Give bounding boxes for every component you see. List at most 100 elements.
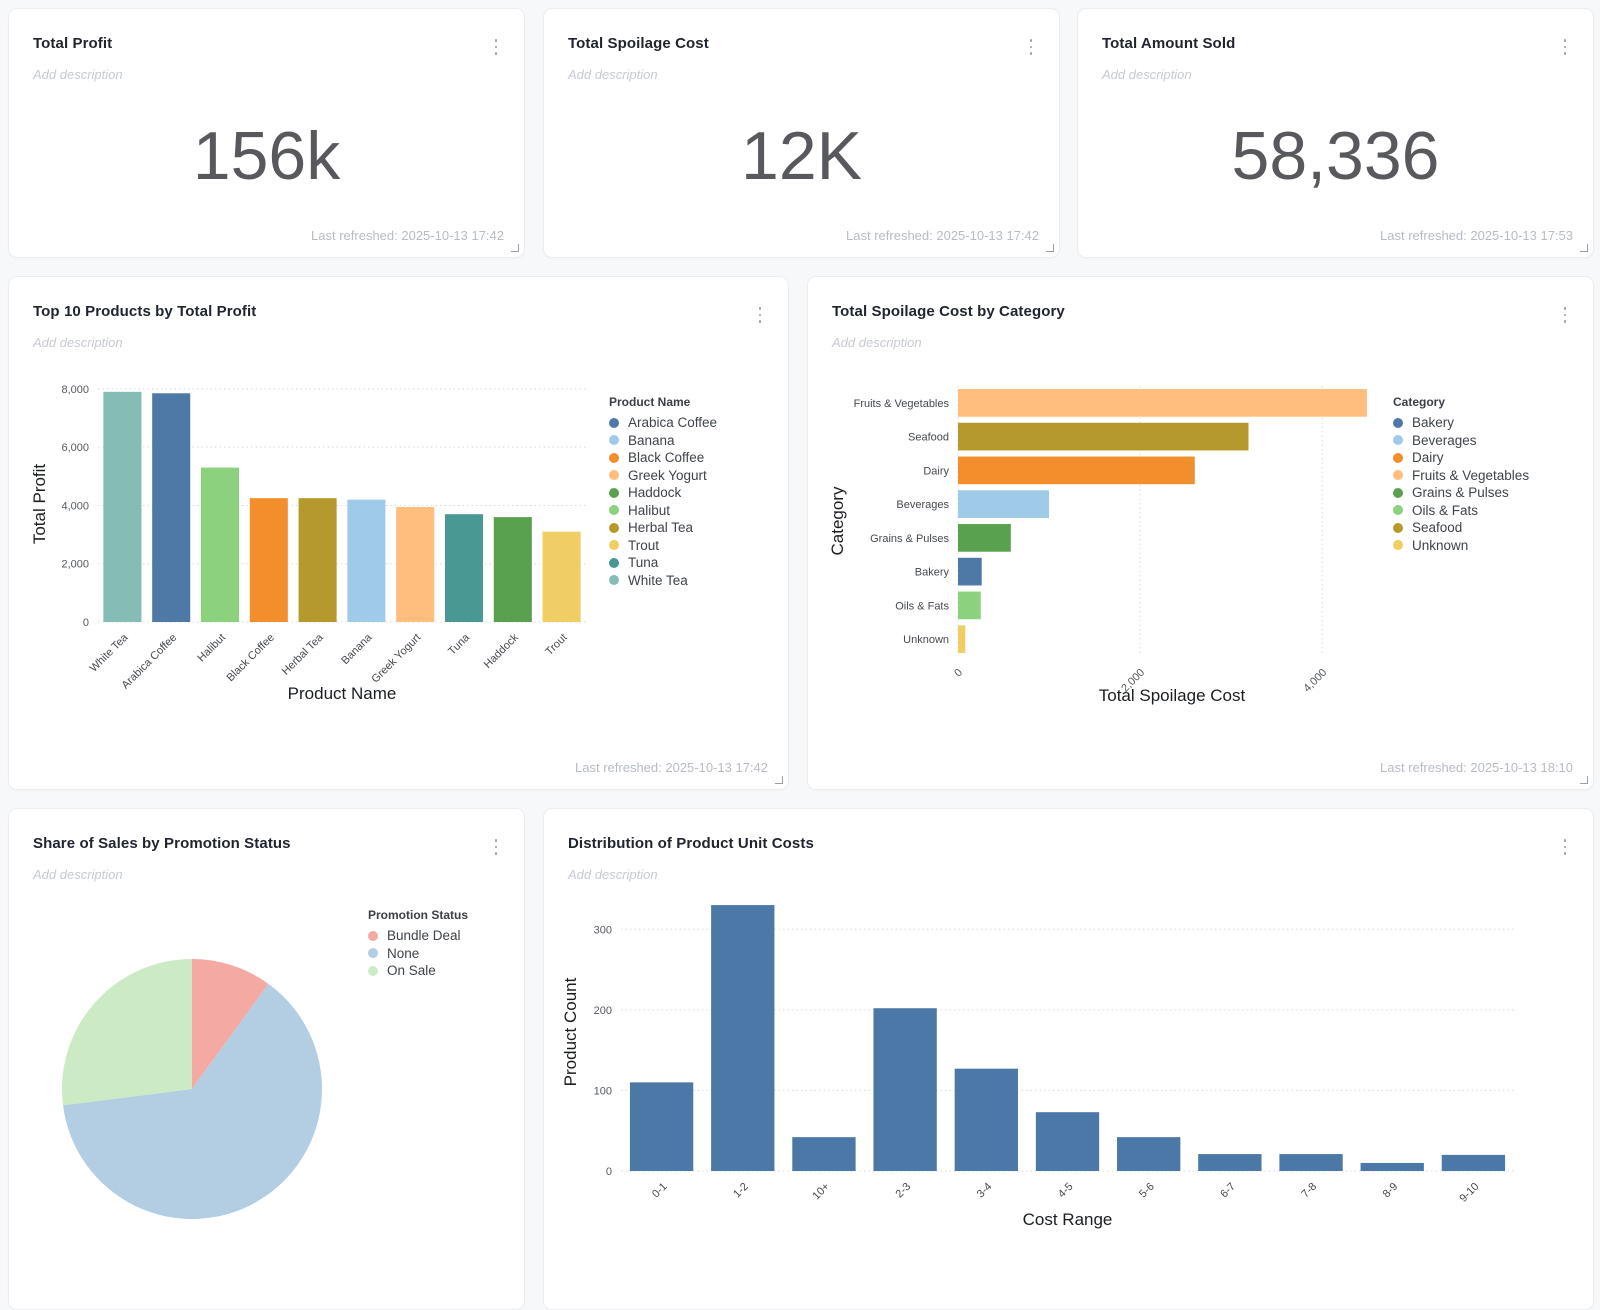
card-title: Total Spoilage Cost [568,35,709,52]
legend-item-haddock[interactable]: Haddock [609,484,717,502]
bar-greek-yogurt[interactable] [396,506,435,622]
resize-handle-icon[interactable] [1580,244,1588,252]
pie-slice-on-sale[interactable] [62,959,192,1106]
bar-grains-pulses[interactable] [958,524,1011,552]
legend-dot-icon [1393,505,1403,516]
description-placeholder[interactable]: Add description [1102,67,1192,82]
kebab-menu-icon[interactable] [1559,39,1571,55]
bar-halibut[interactable] [200,467,240,622]
kebab-menu-icon[interactable] [1559,839,1571,855]
bar-white-tea[interactable] [103,391,142,622]
bar-9-10[interactable] [1441,1154,1506,1171]
bar-oils-fats[interactable] [958,591,981,620]
legend-dot-icon [609,522,619,533]
description-placeholder[interactable]: Add description [33,67,123,82]
legend-item-arabica-coffee[interactable]: Arabica Coffee [609,414,717,432]
resize-handle-icon[interactable] [775,776,783,784]
bar-1-2[interactable] [711,905,775,1171]
legend-item-grains-pulses[interactable]: Grains & Pulses [1393,484,1529,502]
description-placeholder[interactable]: Add description [33,867,123,882]
pie-slice-none[interactable] [63,983,323,1220]
resize-handle-icon[interactable] [1580,776,1588,784]
bar-black-coffee[interactable] [249,498,288,622]
kebab-menu-icon[interactable] [1025,39,1037,55]
legend-item-on-sale[interactable]: On Sale [368,962,468,980]
bar-fruits-vegetables[interactable] [958,389,1367,417]
bar-banana[interactable] [347,499,386,622]
kpi-value: 156k [192,118,341,194]
legend-item-greek-yogurt[interactable]: Greek Yogurt [609,467,717,485]
legend-item-seafood[interactable]: Seafood [1393,519,1529,537]
x-category-label: 5-6 [1137,1181,1157,1201]
legend-item-fruits-vegetables[interactable]: Fruits & Vegetables [1393,467,1529,485]
legend-item-black-coffee[interactable]: Black Coffee [609,449,717,467]
card-promotion-share-chart: Share of Sales by Promotion Status Add d… [8,808,525,1310]
card-total-amount-sold: Total Amount Sold Add description 58,336… [1077,8,1594,258]
description-placeholder[interactable]: Add description [33,335,123,350]
description-placeholder[interactable]: Add description [832,335,922,350]
legend-label: White Tea [628,572,688,588]
bar-4-5[interactable] [1035,1112,1100,1171]
bar-arabica-coffee[interactable] [152,393,191,622]
bar-dairy[interactable] [958,456,1195,485]
y-axis-title: Category [828,486,847,555]
legend-item-unknown[interactable]: Unknown [1393,537,1529,555]
bar-tuna[interactable] [444,514,484,622]
legend-label: Bundle Deal [387,928,461,944]
resize-handle-icon[interactable] [511,244,519,252]
bar-2-3[interactable] [873,1008,937,1171]
bar-unknown[interactable] [958,625,966,653]
bar-8-9[interactable] [1360,1162,1424,1171]
legend-dot-icon [609,470,619,481]
legend-item-bakery[interactable]: Bakery [1393,414,1529,432]
promotion-share-pie-chart [62,959,323,1220]
legend-item-oils-fats[interactable]: Oils & Fats [1393,502,1529,520]
bar-bakery[interactable] [958,557,982,586]
legend-item-tuna[interactable]: Tuna [609,554,717,572]
legend-item-beverages[interactable]: Beverages [1393,432,1529,450]
legend-item-none[interactable]: None [368,945,468,963]
bar-0-1[interactable] [629,1082,694,1171]
legend-label: Beverages [1412,432,1477,448]
pie-slice-bundle-deal[interactable] [192,959,269,1089]
bar-trout[interactable] [542,531,581,622]
x-tick-label: 0 [952,667,965,680]
x-category-label: Banana [339,631,375,667]
legend-item-herbal-tea[interactable]: Herbal Tea [609,519,717,537]
legend-item-white-tea[interactable]: White Tea [609,572,717,590]
resize-handle-icon[interactable] [1046,244,1054,252]
legend-item-banana[interactable]: Banana [609,432,717,450]
x-category-label: Halibut [195,632,228,665]
kebab-menu-icon[interactable] [490,39,502,55]
bar-beverages[interactable] [958,490,1050,518]
y-tick-label: 300 [594,924,612,936]
description-placeholder[interactable]: Add description [568,67,658,82]
bar-7-8[interactable] [1279,1154,1343,1171]
legend-item-bundle-deal[interactable]: Bundle Deal [368,927,468,945]
legend-dot-icon [1393,452,1403,463]
legend-item-dairy[interactable]: Dairy [1393,449,1529,467]
kebab-menu-icon[interactable] [754,307,766,323]
top-products-legend: Product Name Arabica Coffee Banana Black Co… [609,395,717,589]
kebab-menu-icon[interactable] [1559,307,1571,323]
x-category-label: Greek Yogurt [369,632,423,686]
legend-label: Oils & Fats [1412,502,1479,518]
bar-10-[interactable] [792,1137,856,1171]
legend-label: Seafood [1412,520,1463,536]
bar-haddock[interactable] [493,517,532,622]
bar-5-6[interactable] [1117,1137,1181,1171]
legend-label: Herbal Tea [628,520,694,536]
legend-title: Category [1393,395,1446,409]
description-placeholder[interactable]: Add description [568,867,658,882]
bar-seafood[interactable] [958,422,1249,451]
kebab-menu-icon[interactable] [490,839,502,855]
x-category-label: Tuna [446,631,473,658]
legend-item-trout[interactable]: Trout [609,537,717,555]
bar-3-4[interactable] [954,1068,1018,1171]
bar-herbal-tea[interactable] [298,498,337,622]
legend-item-halibut[interactable]: Halibut [609,502,717,520]
x-category-label: Herbal Tea [280,631,327,678]
bar-6-7[interactable] [1198,1154,1262,1171]
